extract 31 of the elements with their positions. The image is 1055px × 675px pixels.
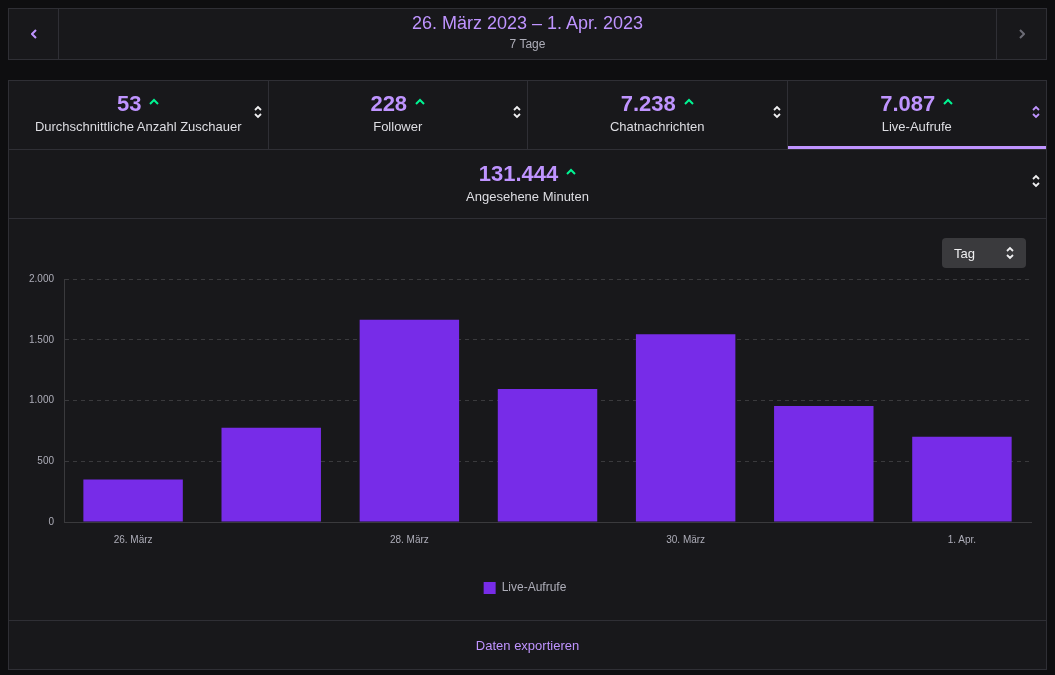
y-tick-label: 500	[37, 455, 55, 466]
text: Live-Aufrufe	[880, 119, 953, 134]
chart-subtitle: 7 Tage	[508, 37, 547, 51]
y-tick-label: 0	[48, 515, 55, 527]
text: 53	[116, 91, 143, 117]
x-tick-label: 28. März	[389, 533, 429, 545]
bar	[635, 334, 736, 522]
bar	[912, 436, 1012, 522]
bar	[774, 405, 874, 522]
x-tick-label: 1. Apr.	[947, 533, 977, 545]
y-tick-label: 1.000	[28, 394, 55, 406]
text: Daten exportieren	[9, 620, 1046, 669]
text: 7.238	[619, 91, 677, 117]
text: Follower	[372, 119, 424, 134]
text: Angesehene Minuten	[465, 189, 590, 204]
bar	[359, 319, 460, 522]
text: 228	[369, 91, 409, 117]
text: Durchschnittliche Anzahl Zuschauer	[33, 119, 243, 134]
bar	[221, 427, 321, 522]
text: Tag	[954, 245, 975, 261]
y-tick-label: 1.500	[28, 333, 55, 345]
legend-label: Live-Aufrufe	[501, 580, 567, 595]
y-tick-label: 2.000	[28, 272, 55, 284]
bar	[83, 479, 183, 522]
x-tick-label: 30. März	[666, 533, 706, 545]
x-tick-label: 26. März	[113, 533, 153, 545]
bar	[497, 388, 598, 522]
text: 7.087	[879, 91, 937, 117]
text: 131.444	[477, 161, 560, 187]
text: Chatnachrichten	[608, 119, 706, 134]
chart-title: 26. März 2023 – 1. Apr. 2023	[410, 13, 645, 34]
